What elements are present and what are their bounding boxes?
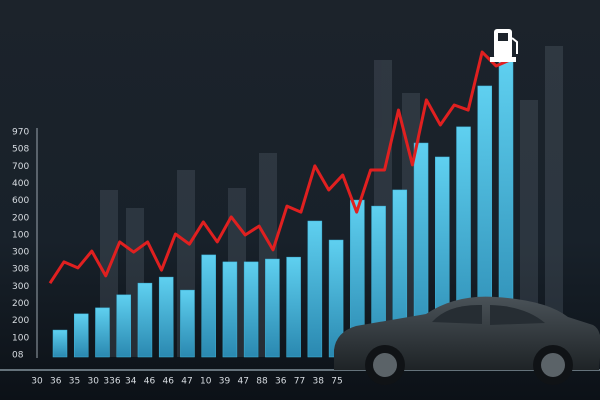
y-label: 200: [12, 299, 29, 309]
y-label: 08: [12, 351, 24, 361]
bar: [286, 256, 301, 358]
x-label: 47: [238, 377, 249, 387]
y-label: 100: [12, 333, 29, 343]
y-label: 970: [12, 128, 29, 138]
bar: [137, 282, 153, 358]
y-label: 400: [12, 179, 29, 189]
bar: [265, 258, 280, 358]
bar: [116, 294, 131, 358]
bar: [201, 254, 216, 358]
x-label: 75: [331, 377, 342, 387]
x-label: 39: [219, 377, 231, 387]
bar: [73, 313, 89, 358]
y-label: 300: [12, 282, 29, 292]
x-label: 47: [181, 377, 192, 387]
x-label: 88: [256, 377, 268, 387]
y-label: 200: [12, 213, 29, 223]
car: [334, 296, 600, 385]
bar: [52, 329, 68, 358]
y-label: 508: [12, 145, 29, 155]
x-label: 46: [144, 377, 156, 387]
x-label: 38: [313, 377, 325, 387]
x-label: 336: [103, 377, 120, 387]
x-label: 10: [200, 377, 212, 387]
y-label: 100: [12, 230, 29, 240]
y-label: 600: [12, 196, 29, 206]
y-label: 300: [12, 248, 29, 258]
bar: [307, 220, 323, 358]
fuel-pump-icon: [490, 29, 518, 62]
x-label: 34: [125, 377, 137, 387]
plot-area: 970 508 700 400 600 200 100 300 308 300 200 200 100 0…: [12, 50, 514, 387]
y-label: 308: [12, 265, 29, 275]
bar: [95, 307, 110, 358]
bar: [222, 261, 238, 358]
line: [48, 50, 511, 284]
x-label: 77: [294, 377, 305, 387]
bar: [158, 276, 174, 358]
x-label: 30: [88, 377, 100, 387]
y-label: 700: [12, 162, 29, 172]
x-label: 36: [275, 377, 287, 387]
y-label: 200: [12, 316, 29, 326]
bar: [243, 261, 259, 358]
x-label: 30: [31, 377, 43, 387]
x-label: 35: [69, 377, 80, 387]
x-label: 46: [163, 377, 175, 387]
x-label: 36: [50, 377, 62, 387]
bar: [180, 289, 195, 358]
